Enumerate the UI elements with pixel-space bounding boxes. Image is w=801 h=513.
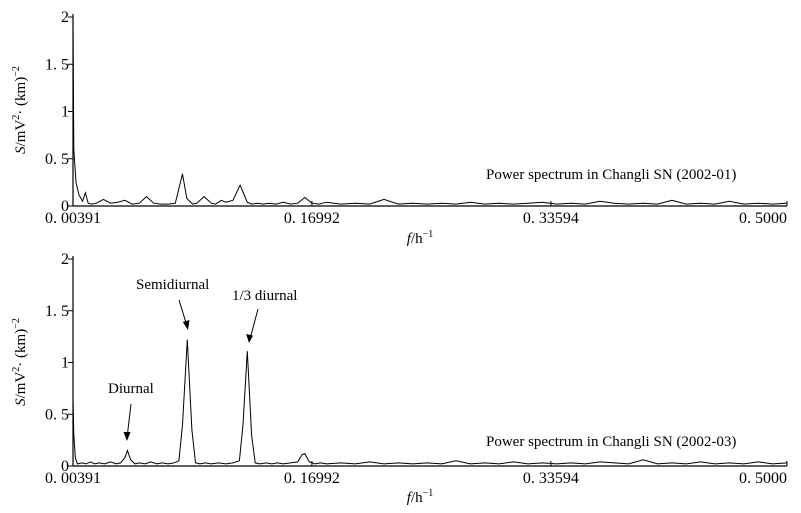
annotation-third-diurnal: 1/3 diurnal [232, 288, 297, 304]
arrowhead-diurnal [123, 432, 131, 441]
x-ticks: 0. 00391 0. 16992 0. 33594 0. 5000 [45, 461, 788, 487]
y-tick-label: 1. 5 [45, 56, 69, 73]
y-ticks: 0 0. 5 1 1. 5 2 [45, 251, 73, 475]
y-ticks: 0 0. 5 1 1. 5 2 [45, 9, 73, 215]
y-tick-label: 0 [61, 198, 69, 215]
spectrum-line [72, 339, 788, 465]
y-tick-label: 0. 5 [45, 406, 69, 423]
panel-bottom: 0 0. 5 1 1. 5 2 0. 00391 0. 16992 0. 33594 0. 5… [11, 251, 788, 506]
x-tick-label: 0. 16992 [284, 470, 340, 487]
y-axis-label: S/mV2· (km)−2 [11, 66, 29, 154]
x-tick-label: 0. 16992 [284, 210, 340, 227]
x-axis-label: f/h−1 [407, 229, 433, 247]
chart-title: Power spectrum in Changli SN (2002-01) [486, 167, 736, 183]
x-tick-label: 0. 33594 [523, 470, 579, 487]
x-tick-label: 0. 5000 [739, 210, 787, 227]
y-tick-label: 0 [61, 458, 69, 475]
arrowhead-third-diurnal [246, 334, 253, 343]
y-tick-label: 1 [61, 355, 69, 372]
x-ticks: 0. 00391 0. 16992 0. 33594 0. 5000 [45, 201, 788, 227]
annotation-diurnal: Diurnal [108, 381, 154, 397]
y-tick-label: 2 [61, 251, 69, 268]
x-axis-label: f/h−1 [407, 488, 433, 506]
annotation-semidiurnal: Semidiurnal [136, 277, 209, 293]
panel-top: 0 0. 5 1 1. 5 2 0. 00391 0. 16992 0. 33594 0. 5… [11, 9, 788, 247]
arrowhead-semidiurnal [182, 320, 190, 330]
x-tick-label: 0. 00391 [45, 470, 101, 487]
x-tick-label: 0. 5000 [739, 470, 787, 487]
spectrum-line [72, 16, 788, 205]
x-tick-label: 0. 33594 [523, 210, 579, 227]
y-tick-label: 1. 5 [45, 303, 69, 320]
y-tick-label: 0. 5 [45, 151, 69, 168]
arrow-third-diurnal [249, 308, 259, 340]
y-axis-label: S/mV2· (km)−2 [11, 318, 29, 406]
y-tick-label: 1 [61, 104, 69, 121]
y-tick-label: 2 [61, 9, 69, 26]
chart-title: Power spectrum in Changli SN (2002-03) [486, 434, 736, 450]
x-tick-label: 0. 00391 [45, 210, 101, 227]
